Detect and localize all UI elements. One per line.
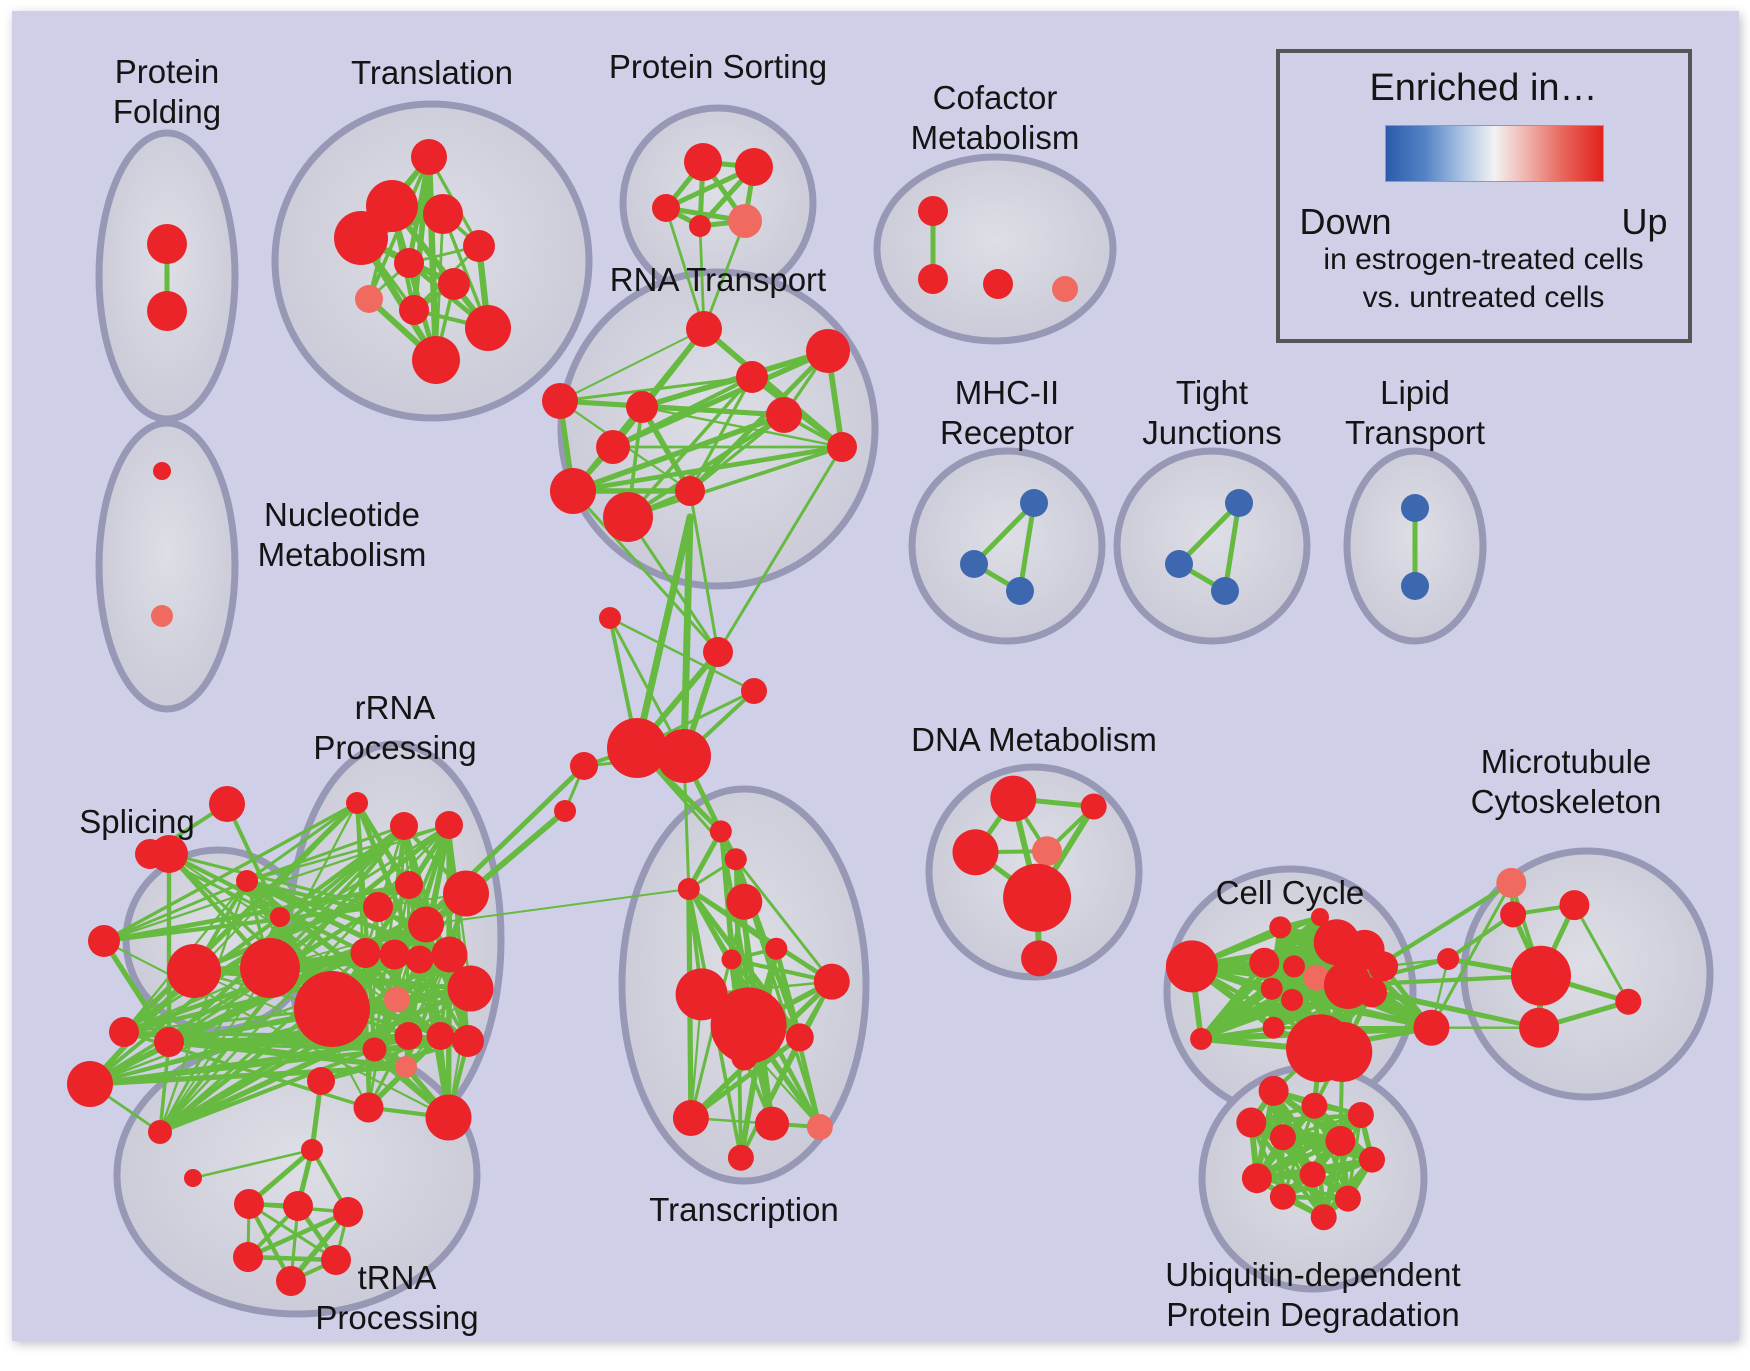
svg-text:Cell Cycle: Cell Cycle [1215,874,1364,911]
svg-text:MHC-II: MHC-II [954,374,1058,411]
svg-text:Nucleotide: Nucleotide [264,496,420,533]
svg-text:Microtubule: Microtubule [1480,743,1651,780]
svg-text:Metabolism: Metabolism [257,536,426,573]
svg-text:Junctions: Junctions [1142,414,1281,451]
svg-text:Metabolism: Metabolism [910,119,1079,156]
svg-text:Translation: Translation [350,54,512,91]
svg-text:Folding: Folding [112,93,220,130]
svg-text:Receptor: Receptor [940,414,1074,451]
svg-text:tRNA: tRNA [357,1259,436,1296]
svg-text:Cytoskeleton: Cytoskeleton [1470,783,1661,820]
svg-text:Tight: Tight [1175,374,1247,411]
svg-text:Splicing: Splicing [79,803,195,840]
svg-text:Protein Sorting: Protein Sorting [608,48,826,85]
svg-text:Processing: Processing [313,729,476,766]
svg-text:Cofactor: Cofactor [932,79,1057,116]
svg-text:Transcription: Transcription [649,1191,839,1228]
svg-text:Transport: Transport [1345,414,1485,451]
svg-text:Lipid: Lipid [1380,374,1450,411]
svg-text:Processing: Processing [315,1299,478,1336]
svg-text:Protein: Protein [114,53,219,90]
svg-text:RNA Transport: RNA Transport [609,261,825,298]
svg-text:Ubiquitin-dependent: Ubiquitin-dependent [1165,1256,1460,1293]
svg-text:DNA Metabolism: DNA Metabolism [911,721,1157,758]
svg-text:Protein Degradation: Protein Degradation [1166,1296,1460,1333]
svg-text:rRNA: rRNA [354,689,435,726]
